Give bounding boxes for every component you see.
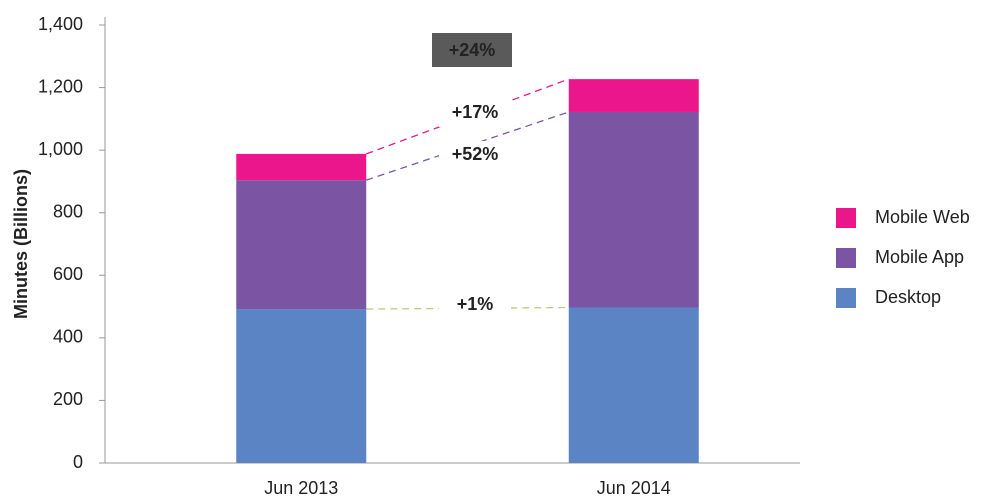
y-tick-label: 800: [53, 201, 83, 221]
x-tick-label: Jun 2013: [264, 478, 338, 498]
bar-segment: [568, 307, 699, 463]
bar-segment: [236, 153, 367, 181]
annotation-bg: [439, 291, 511, 319]
annotation: +24%: [449, 40, 496, 60]
annotation-box: [432, 33, 512, 67]
legend-swatch: [836, 288, 856, 308]
legend-label: Mobile App: [875, 247, 964, 267]
y-tick-label: 1,000: [38, 139, 83, 159]
annotation: +17%: [452, 102, 499, 122]
bar-segment: [568, 111, 699, 308]
y-tick-label: 0: [73, 452, 83, 472]
annotation-bg: [439, 141, 511, 169]
annotation-bg: [439, 99, 511, 127]
y-tick-label: 400: [53, 327, 83, 347]
y-tick-label: 600: [53, 264, 83, 284]
legend-label: Mobile Web: [875, 207, 970, 227]
legend-label: Desktop: [875, 287, 941, 307]
x-tick-label: Jun 2014: [597, 478, 671, 498]
y-tick-label: 1,400: [38, 14, 83, 34]
bar-segment: [236, 309, 367, 463]
y-axis-label: Minutes (Billions): [11, 169, 31, 319]
legend-swatch: [836, 248, 856, 268]
legend-swatch: [836, 208, 856, 228]
y-tick-label: 1,200: [38, 76, 83, 96]
y-tick-label: 200: [53, 389, 83, 409]
annotation: +52%: [452, 144, 499, 164]
bar-segment: [568, 79, 699, 112]
annotation: +1%: [457, 294, 494, 314]
bar-segment: [236, 180, 367, 310]
